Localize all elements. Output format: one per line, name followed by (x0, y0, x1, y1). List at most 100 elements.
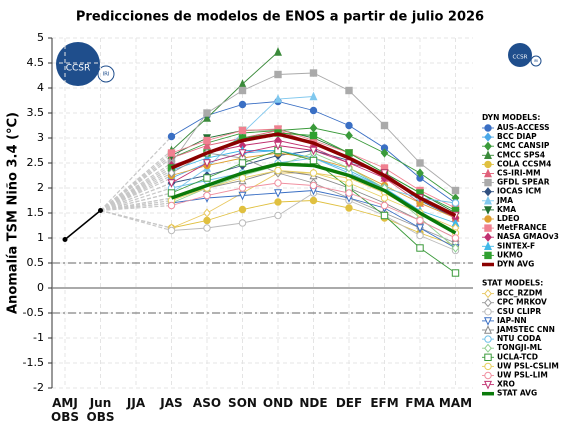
marker (484, 289, 492, 299)
marker (309, 106, 318, 115)
y-tick-label: 5 (37, 31, 44, 44)
marker (203, 174, 211, 182)
observed-point (98, 208, 103, 213)
marker (238, 149, 247, 158)
marker (416, 244, 424, 252)
logo-circle (56, 42, 100, 86)
logo-ccsr-small: CCSR IRI (508, 43, 542, 67)
logo-text: CCSR (513, 55, 528, 61)
legend-label: UW PSL-CSLIM (497, 361, 559, 370)
marker (380, 121, 389, 130)
legend-label: BCC DIAP (497, 132, 537, 141)
marker (416, 231, 424, 240)
marker (484, 380, 492, 390)
marker (274, 141, 282, 151)
x-tick-label: JAS (160, 396, 183, 410)
logo-circle (530, 55, 542, 67)
marker (167, 168, 176, 178)
marker (484, 206, 492, 215)
marker (484, 343, 492, 353)
legend-label: UCLA-TCD (497, 352, 538, 361)
marker (203, 109, 211, 117)
marker (484, 232, 492, 242)
marker (238, 191, 247, 201)
legend-label: CMCC SPS4 (497, 150, 545, 159)
y-tick-label: -2 (33, 381, 44, 394)
marker (167, 226, 176, 235)
marker (484, 241, 492, 250)
y-tick-label: 4 (37, 81, 44, 94)
legend-label: KMA (497, 205, 516, 214)
x-tick-label: FMA (405, 396, 435, 410)
marker (274, 179, 282, 187)
marker (345, 189, 353, 197)
observed-line (64, 209, 101, 241)
legend-label: JMA (496, 196, 513, 205)
marker (484, 160, 492, 169)
marker (484, 215, 492, 223)
marker (451, 186, 460, 195)
marker (451, 269, 460, 277)
legend-label: CSU CLIPR (497, 307, 541, 316)
marker (203, 208, 211, 218)
marker (484, 195, 492, 205)
marker (451, 243, 460, 253)
marker (238, 79, 247, 88)
marker (484, 178, 492, 187)
logo-circle (97, 65, 115, 83)
marker (484, 335, 492, 343)
logo-circle (508, 43, 532, 67)
marker (416, 159, 424, 167)
marker (274, 94, 282, 103)
marker (309, 131, 318, 140)
marker (345, 179, 353, 187)
x-tick-label: SON (228, 396, 257, 410)
series-line (170, 162, 457, 235)
x-tick-label: AMJ OBS (51, 396, 79, 423)
legend-label: IOCAS ICM (497, 187, 541, 196)
marker (345, 163, 353, 173)
x-tick-label: EFM (370, 396, 399, 410)
connector (100, 152, 172, 211)
marker (484, 187, 492, 197)
y-tick-label: -1 (33, 331, 44, 344)
marker (484, 224, 492, 232)
marker (274, 189, 282, 198)
x-tick-label: DEF (335, 396, 363, 410)
marker (309, 123, 318, 133)
marker (238, 86, 247, 95)
marker (309, 181, 318, 190)
marker (238, 159, 247, 167)
x-tick-label: ASO (192, 396, 222, 410)
marker (309, 69, 318, 77)
legend-heading: STAT MODELS: (482, 279, 543, 288)
y-tick-label: -1.5 (23, 356, 44, 369)
legend-label: CS-IRI-MM (497, 169, 541, 178)
marker (203, 136, 211, 145)
marker (484, 371, 492, 380)
legend-label: XRO (497, 380, 515, 389)
connector (100, 209, 172, 232)
marker (238, 219, 247, 227)
marker (309, 156, 318, 165)
marker (380, 194, 389, 202)
legend-label: AUS-ACCESS (497, 123, 550, 132)
y-tick-label: 0 (37, 281, 44, 294)
y-tick-label: 3.5 (27, 106, 45, 119)
marker (203, 159, 211, 168)
x-tick-label: OND (262, 396, 294, 410)
marker (484, 132, 492, 142)
y-tick-label: 2 (37, 181, 44, 194)
y-tick-label: 2.5 (27, 156, 45, 169)
legend-heading: DYN MODELS: (482, 113, 540, 122)
marker (484, 325, 492, 334)
observed-point (62, 237, 68, 242)
connector (100, 182, 172, 212)
marker (484, 141, 492, 151)
marker (309, 91, 318, 101)
series-line (170, 132, 457, 218)
marker (238, 184, 247, 192)
marker (484, 298, 492, 308)
